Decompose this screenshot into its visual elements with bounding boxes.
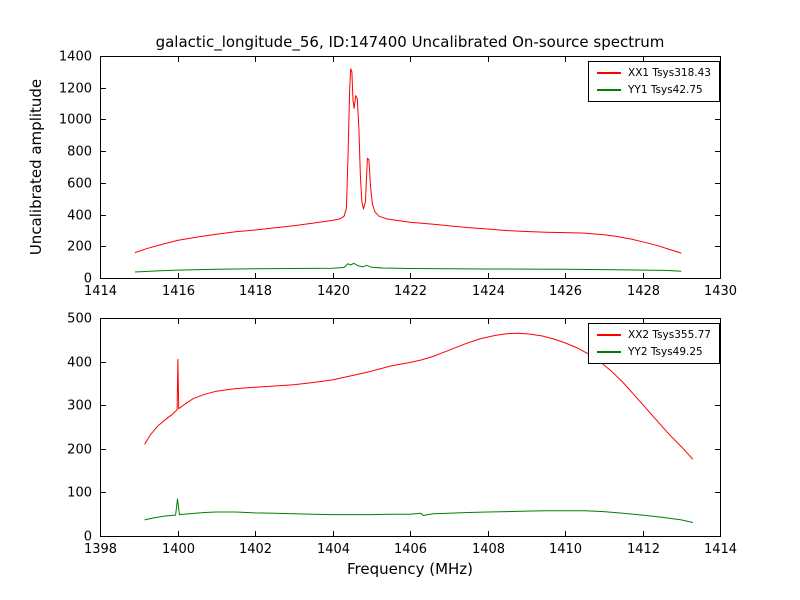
legend-label-yy2: YY2 Tsys49.25 bbox=[628, 346, 703, 358]
x-tick-label: 1406 bbox=[394, 542, 427, 557]
legend-label-xx2: XX2 Tsys355.77 bbox=[628, 329, 711, 341]
legend-entry-yy1: YY1 Tsys42.75 bbox=[597, 84, 711, 96]
series-line-yy2 bbox=[144, 498, 694, 523]
x-tick-label: 1412 bbox=[627, 542, 660, 557]
y-tick-label: 500 bbox=[67, 312, 92, 327]
y-tick-label: 200 bbox=[67, 443, 92, 458]
x-tick-label: 1402 bbox=[239, 542, 272, 557]
x-tick-label: 1408 bbox=[472, 542, 505, 557]
y-tick-label: 0 bbox=[84, 272, 92, 287]
top-plot-frame bbox=[100, 56, 721, 279]
x-axis-label: Frequency (MHz) bbox=[346, 560, 474, 578]
legend-entry-yy2: YY2 Tsys49.25 bbox=[597, 346, 711, 358]
x-tick-label: 1424 bbox=[472, 284, 505, 299]
y-tick-label: 100 bbox=[67, 486, 92, 501]
y-tick-label: 1400 bbox=[59, 50, 92, 65]
y-tick-label: 1000 bbox=[59, 113, 92, 128]
x-tick-label: 1426 bbox=[549, 284, 582, 299]
legend-bottom-plot: XX2 Tsys355.77 YY2 Tsys49.25 bbox=[588, 323, 720, 364]
y-tick-label: 400 bbox=[67, 209, 92, 224]
x-tick-label: 1420 bbox=[317, 284, 350, 299]
y-tick-label: 200 bbox=[67, 240, 92, 255]
x-tick-label: 1400 bbox=[162, 542, 195, 557]
series-line-xx2 bbox=[144, 332, 694, 460]
x-tick-label: 1410 bbox=[549, 542, 582, 557]
y-tick-label: 800 bbox=[67, 145, 92, 160]
legend-entry-xx2: XX2 Tsys355.77 bbox=[597, 329, 711, 341]
legend-label-yy1: YY1 Tsys42.75 bbox=[628, 84, 703, 96]
figure-title: galactic_longitude_56, ID:147400 Uncalib… bbox=[155, 33, 665, 51]
x-tick-label: 1428 bbox=[627, 284, 660, 299]
x-tick-label: 1414 bbox=[84, 284, 117, 299]
y-tick-label: 1200 bbox=[59, 82, 92, 97]
x-tick-label: 1414 bbox=[704, 542, 737, 557]
x-tick-label: 1418 bbox=[239, 284, 272, 299]
y-tick-label: 0 bbox=[84, 530, 92, 545]
x-tick-label: 1416 bbox=[162, 284, 195, 299]
legend-line-xx2 bbox=[597, 334, 621, 336]
x-tick-label: 1430 bbox=[704, 284, 737, 299]
top-plot: 1414 1416 1418 1420 1422 1424 1426 1428 1430 0 200… bbox=[59, 50, 737, 300]
legend-entry-xx1: XX1 Tsys318.43 bbox=[597, 67, 711, 79]
legend-line-yy2 bbox=[597, 351, 621, 353]
x-tick-label: 1404 bbox=[317, 542, 350, 557]
x-tick-label: 1398 bbox=[84, 542, 117, 557]
legend-line-yy1 bbox=[597, 89, 621, 91]
series-line-yy1 bbox=[134, 262, 682, 273]
bottom-plot: 1398 1400 1402 1404 1406 1408 1410 1412 1414 0 100… bbox=[67, 312, 737, 558]
x-tick-label: 1422 bbox=[394, 284, 427, 299]
legend-top-plot: XX1 Tsys318.43 YY1 Tsys42.75 bbox=[588, 61, 720, 102]
y-tick-label: 600 bbox=[67, 177, 92, 192]
y-tick-label: 300 bbox=[67, 399, 92, 414]
y-tick-label: 400 bbox=[67, 356, 92, 371]
legend-line-xx1 bbox=[597, 72, 621, 74]
bottom-plot-frame bbox=[100, 318, 721, 537]
y-axis-label: Uncalibrated amplitude bbox=[27, 78, 45, 256]
legend-label-xx1: XX1 Tsys318.43 bbox=[628, 67, 711, 79]
series-line-xx1 bbox=[134, 68, 682, 254]
